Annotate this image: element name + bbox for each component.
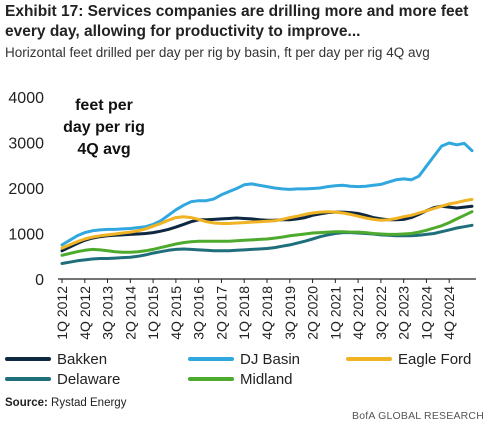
x-tick-label: 3Q 2013 xyxy=(100,286,116,340)
x-tick-label: 1Q 2015 xyxy=(145,286,161,340)
x-tick-label: 1Q 2018 xyxy=(236,286,252,340)
legend-item-delaware: Delaware xyxy=(5,371,120,388)
series-line-delaware xyxy=(60,223,474,265)
legend-swatch xyxy=(188,357,234,362)
x-tick-label: 2Q 2014 xyxy=(122,286,138,340)
source-note: Source: Rystad Energy xyxy=(5,397,126,409)
y-tick-label: 2000 xyxy=(8,181,44,198)
legend-item-eagle-ford: Eagle Ford xyxy=(346,351,471,368)
x-tick-label: 3Q 2016 xyxy=(191,286,207,340)
x-tick-label: 1Q 2012 xyxy=(54,286,70,340)
x-tick-label: 1Q 2021 xyxy=(327,286,343,340)
x-tick-label: 1Q 2024 xyxy=(418,286,434,340)
source-label: Source: xyxy=(5,397,48,409)
x-tick-label: 4Q 2018 xyxy=(259,286,275,340)
legend-swatch xyxy=(5,357,51,362)
legend-item-bakken: Bakken xyxy=(5,351,107,368)
legend-label: Midland xyxy=(240,371,293,388)
series-line-eagle-ford xyxy=(60,197,474,250)
legend-item-dj-basin: DJ Basin xyxy=(188,351,300,368)
legend-swatch xyxy=(346,357,392,362)
x-tick-label: 4Q 2012 xyxy=(77,286,93,340)
chart-annotation-line: 4Q avg xyxy=(77,141,130,158)
chart-title: Exhibit 17: Services companies are drill… xyxy=(5,3,469,40)
x-tick-label: 4Q 2024 xyxy=(441,286,457,340)
x-tick-label: 4Q 2015 xyxy=(168,286,184,340)
x-tick-label: 3Q 2022 xyxy=(373,286,389,340)
series-line-dj-basin xyxy=(60,141,474,247)
legend-label: Bakken xyxy=(57,351,108,368)
legend-label: Eagle Ford xyxy=(398,351,472,368)
y-tick-label: 4000 xyxy=(8,90,44,107)
y-tick-label: 3000 xyxy=(8,136,44,153)
x-tick-label: 3Q 2019 xyxy=(282,286,298,340)
x-tick-label: 2Q 2023 xyxy=(396,286,412,340)
legend-label: Delaware xyxy=(57,371,121,388)
y-tick-label: 1000 xyxy=(8,227,44,244)
legend-item-midland: Midland xyxy=(188,371,293,388)
legend-swatch xyxy=(188,377,234,382)
x-tick-label: 2Q 2020 xyxy=(305,286,321,340)
x-tick-label: 2Q 2017 xyxy=(213,286,229,340)
x-tick-label: 4Q 2021 xyxy=(350,286,366,340)
series-line-midland xyxy=(60,210,474,257)
source-text: Rystad Energy xyxy=(47,397,127,409)
research-credit: BofA GLOBAL RESEARCH xyxy=(352,410,484,422)
chart-annotation-line: feet per xyxy=(75,97,133,114)
chart-subtitle: Horizontal feet drilled per day per rig … xyxy=(5,45,430,60)
legend-swatch xyxy=(5,377,51,382)
y-tick-label: 0 xyxy=(35,272,44,289)
legend-label: DJ Basin xyxy=(240,351,301,368)
chart-annotation-line: day per rig xyxy=(63,119,145,136)
